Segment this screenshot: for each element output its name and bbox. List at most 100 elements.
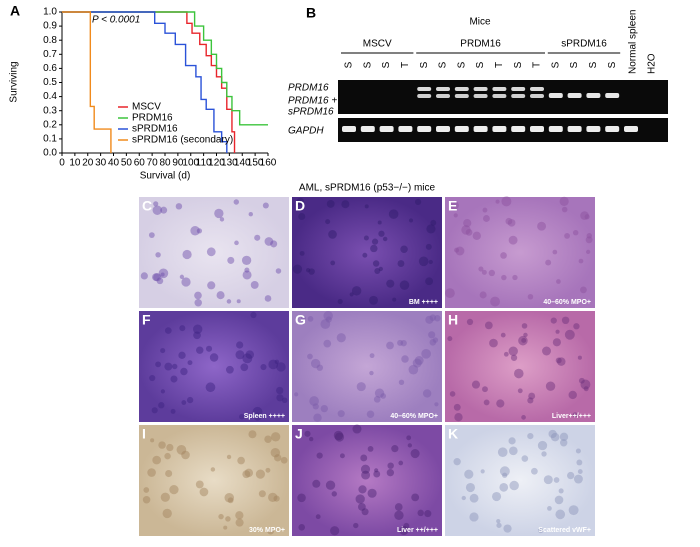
cell bbox=[509, 446, 518, 456]
cell bbox=[367, 446, 374, 452]
cell bbox=[254, 234, 261, 241]
cell bbox=[328, 230, 337, 239]
y-tick-label: 0.5 bbox=[43, 77, 57, 88]
cell bbox=[225, 365, 234, 374]
cell bbox=[316, 364, 323, 371]
band bbox=[454, 126, 469, 132]
cell bbox=[153, 201, 159, 207]
cell bbox=[305, 268, 311, 273]
band bbox=[530, 126, 544, 132]
lane-label: S bbox=[381, 61, 392, 68]
cell bbox=[226, 454, 232, 460]
y-tick-label: 1.0 bbox=[43, 7, 57, 18]
control-label: H2O bbox=[646, 53, 657, 74]
cell bbox=[164, 327, 172, 334]
panel-label: J bbox=[295, 426, 303, 442]
cell bbox=[158, 268, 169, 279]
cell bbox=[255, 469, 265, 479]
cell bbox=[274, 359, 280, 365]
cell bbox=[239, 413, 245, 420]
cell bbox=[310, 358, 321, 369]
cell bbox=[560, 439, 568, 447]
cell bbox=[507, 219, 516, 227]
survival-line bbox=[62, 11, 268, 126]
cell bbox=[298, 524, 305, 531]
cell bbox=[555, 357, 562, 364]
cell bbox=[297, 493, 306, 503]
cell bbox=[567, 471, 575, 480]
x-tick-label: 120 bbox=[208, 158, 225, 169]
band bbox=[473, 94, 488, 98]
band bbox=[548, 126, 563, 132]
cell bbox=[553, 477, 560, 483]
group-label: PRDM16 bbox=[460, 39, 501, 50]
cell bbox=[316, 452, 323, 459]
band bbox=[567, 93, 582, 98]
cell bbox=[557, 357, 566, 366]
cell bbox=[372, 260, 380, 267]
lane-label: T bbox=[400, 62, 411, 68]
band bbox=[436, 126, 450, 132]
cell bbox=[531, 467, 538, 475]
cell bbox=[411, 493, 420, 502]
cell bbox=[463, 219, 472, 228]
micrograph bbox=[292, 425, 442, 536]
row-label: PRDM16 bbox=[288, 83, 329, 94]
cell bbox=[323, 339, 332, 348]
cell bbox=[577, 355, 582, 360]
panel-label: F bbox=[142, 312, 151, 328]
cell bbox=[453, 403, 461, 411]
cell bbox=[559, 196, 569, 206]
lane-label: S bbox=[513, 61, 524, 68]
panel-label: K bbox=[448, 426, 458, 442]
legend-label: MSCV bbox=[132, 102, 161, 113]
cell bbox=[235, 511, 244, 520]
y-tick-label: 0.2 bbox=[43, 119, 57, 130]
cell bbox=[181, 450, 190, 460]
cell bbox=[523, 332, 528, 338]
cell bbox=[334, 432, 345, 442]
band bbox=[511, 94, 526, 98]
micrograph bbox=[139, 311, 289, 422]
cell bbox=[264, 435, 272, 443]
cell bbox=[160, 348, 166, 354]
cell bbox=[210, 467, 216, 472]
cell bbox=[407, 443, 413, 448]
cell bbox=[378, 266, 383, 272]
cell bbox=[226, 299, 232, 304]
cell bbox=[190, 226, 200, 236]
caption: Liver++/+++ bbox=[552, 413, 591, 420]
cell bbox=[252, 406, 263, 417]
cell bbox=[575, 448, 581, 454]
x-tick-label: 110 bbox=[196, 158, 212, 169]
band bbox=[624, 126, 638, 132]
cell bbox=[236, 341, 244, 349]
caption: 40–60% MPO+ bbox=[543, 299, 591, 306]
cell bbox=[248, 430, 257, 439]
cell bbox=[160, 206, 168, 214]
cell bbox=[233, 199, 240, 205]
cell bbox=[244, 468, 254, 478]
band bbox=[454, 94, 469, 98]
cell bbox=[240, 363, 249, 372]
cell bbox=[387, 462, 394, 469]
band bbox=[492, 94, 507, 98]
cell bbox=[164, 362, 173, 371]
cell bbox=[464, 469, 474, 479]
cell bbox=[271, 432, 281, 442]
cell bbox=[577, 469, 583, 474]
cell bbox=[156, 277, 164, 285]
cell bbox=[140, 272, 148, 280]
panel-label: A bbox=[10, 3, 20, 19]
cell bbox=[578, 258, 584, 264]
cell bbox=[417, 509, 424, 517]
cell bbox=[496, 519, 501, 524]
cell bbox=[512, 274, 518, 281]
cell bbox=[170, 375, 178, 383]
cell bbox=[454, 413, 463, 422]
cell bbox=[558, 488, 564, 494]
lane-label: S bbox=[588, 61, 599, 68]
cell bbox=[186, 396, 194, 404]
cell bbox=[330, 526, 340, 536]
cell bbox=[573, 323, 580, 330]
